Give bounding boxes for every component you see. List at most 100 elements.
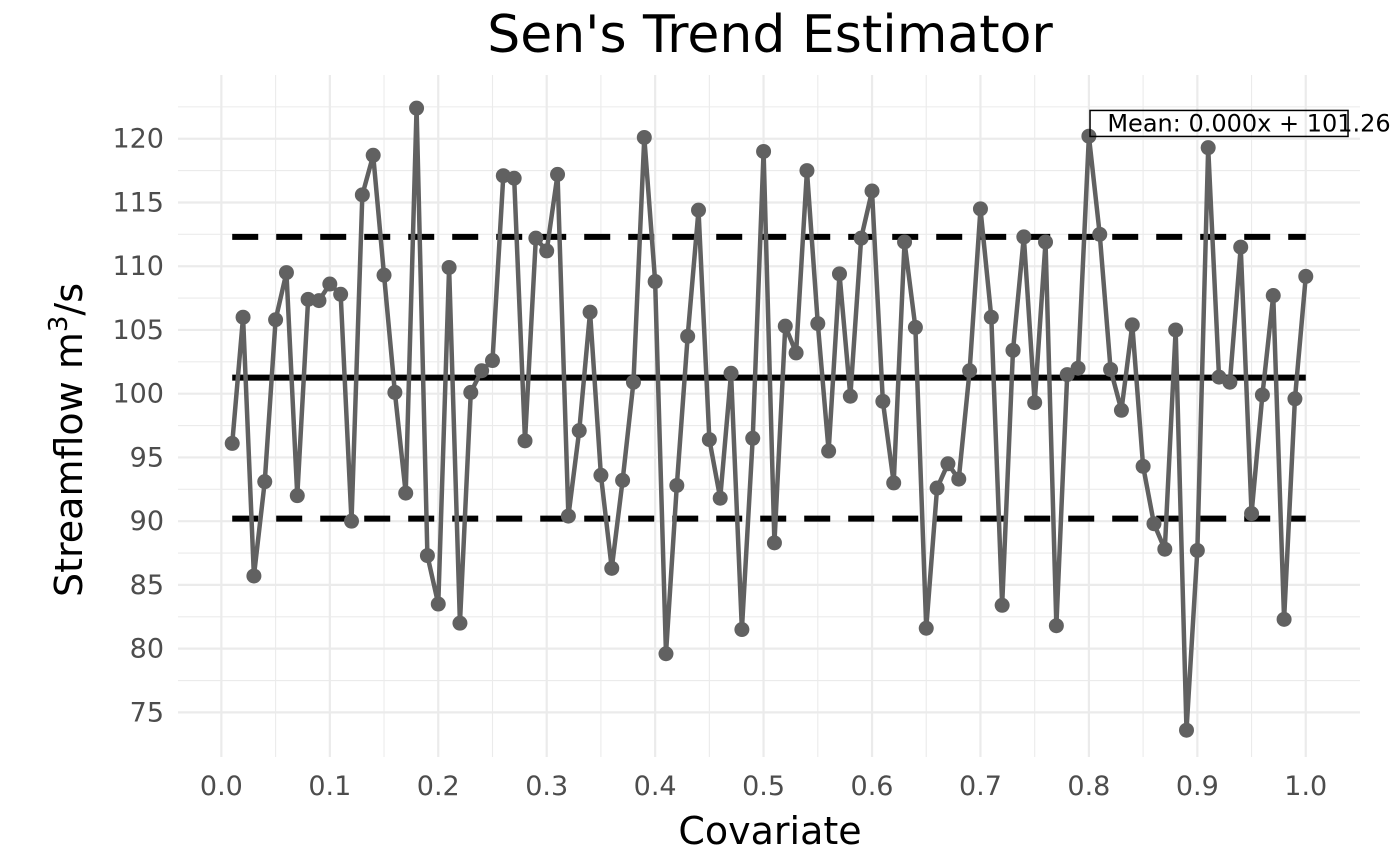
data-point <box>560 508 576 524</box>
x-tick-label: 0.4 <box>634 771 677 802</box>
data-point <box>463 384 479 400</box>
x-axis-title: Covariate <box>678 809 861 853</box>
x-tick-label: 0.9 <box>1176 771 1219 802</box>
data-point <box>994 597 1010 613</box>
x-tick-label: 0.7 <box>959 771 1002 802</box>
data-point <box>268 312 284 328</box>
data-point <box>972 201 988 217</box>
data-point <box>1005 342 1021 358</box>
data-point <box>929 480 945 496</box>
data-point <box>506 170 522 186</box>
data-point <box>853 230 869 246</box>
data-point <box>1070 360 1086 376</box>
x-tick-label: 0.3 <box>525 771 568 802</box>
data-point <box>550 166 566 182</box>
data-point <box>593 467 609 483</box>
y-tick-label: 80 <box>130 634 164 665</box>
annotation-label: Mean: 0.000x + 101.26 <box>1107 109 1390 137</box>
data-point <box>658 646 674 662</box>
data-point <box>1276 611 1292 627</box>
y-axis-title-superscript: 3 <box>44 316 74 333</box>
data-point <box>951 471 967 487</box>
x-tick-labels: 0.0 0.1 0.2 0.3 0.4 0.5 0.6 0.7 0.8 0.9 1.0 <box>200 771 1327 802</box>
data-point <box>289 488 305 504</box>
y-tick-label: 105 <box>112 315 164 346</box>
data-point <box>235 309 251 325</box>
data-point <box>1146 516 1162 532</box>
data-point <box>1135 458 1151 474</box>
data-point <box>409 100 425 116</box>
data-point <box>777 318 793 334</box>
data-point <box>1059 367 1075 383</box>
data-point <box>1200 140 1216 156</box>
data-point <box>810 316 826 332</box>
data-point <box>1178 722 1194 738</box>
series-layer <box>224 100 1314 738</box>
data-point <box>701 432 717 448</box>
data-point <box>419 548 435 564</box>
data-point <box>333 286 349 302</box>
data-point <box>224 435 240 451</box>
data-point <box>484 353 500 369</box>
data-point <box>940 456 956 472</box>
data-point <box>257 474 273 490</box>
y-tick-label: 120 <box>112 124 164 155</box>
data-point <box>766 535 782 551</box>
data-point <box>864 183 880 199</box>
data-point <box>376 267 392 283</box>
data-point <box>1081 128 1097 144</box>
data-point <box>1265 288 1281 304</box>
data-point <box>723 365 739 381</box>
data-point <box>452 615 468 631</box>
data-point <box>756 143 772 159</box>
major-grid <box>178 75 1360 757</box>
data-point <box>1016 229 1032 245</box>
data-point <box>1113 402 1129 418</box>
data-point <box>1244 506 1260 522</box>
data-point <box>680 328 696 344</box>
data-point <box>886 475 902 491</box>
data-point <box>528 230 544 246</box>
y-axis-title-suffix: /s <box>47 283 91 316</box>
chart-title: Sen's Trend Estimator <box>487 5 1053 65</box>
data-point <box>734 622 750 638</box>
data-point <box>278 265 294 281</box>
data-point <box>615 472 631 488</box>
data-point <box>636 129 652 145</box>
data-point <box>983 309 999 325</box>
data-point <box>246 568 262 584</box>
data-point <box>571 423 587 439</box>
data-point <box>669 477 685 493</box>
data-point <box>365 147 381 163</box>
data-point <box>311 293 327 309</box>
data-point <box>1287 391 1303 407</box>
data-point <box>1189 542 1205 558</box>
series-line <box>229 105 1309 733</box>
data-point <box>1233 239 1249 255</box>
y-tick-label: 110 <box>112 251 164 282</box>
data-point <box>300 291 316 307</box>
data-point <box>387 384 403 400</box>
annotation: Mean: 0.000x + 101.26 <box>1089 109 1391 137</box>
data-point <box>1038 234 1054 250</box>
data-point <box>1103 361 1119 377</box>
data-point <box>474 363 490 379</box>
data-point <box>1124 317 1140 333</box>
data-point <box>441 259 457 275</box>
y-tick-label: 85 <box>130 570 164 601</box>
data-point <box>1254 387 1270 403</box>
x-tick-label: 1.0 <box>1284 771 1327 802</box>
data-point <box>799 163 815 179</box>
x-tick-label: 0.8 <box>1067 771 1110 802</box>
y-tick-label: 75 <box>130 697 164 728</box>
y-axis-title: Streamflow m3/s <box>44 283 91 597</box>
y-tick-label: 115 <box>112 187 164 218</box>
data-point <box>1222 374 1238 390</box>
data-point <box>647 274 663 290</box>
data-point <box>875 393 891 409</box>
data-point <box>712 490 728 506</box>
data-point <box>907 319 923 335</box>
data-point <box>788 345 804 361</box>
data-point <box>1048 618 1064 634</box>
